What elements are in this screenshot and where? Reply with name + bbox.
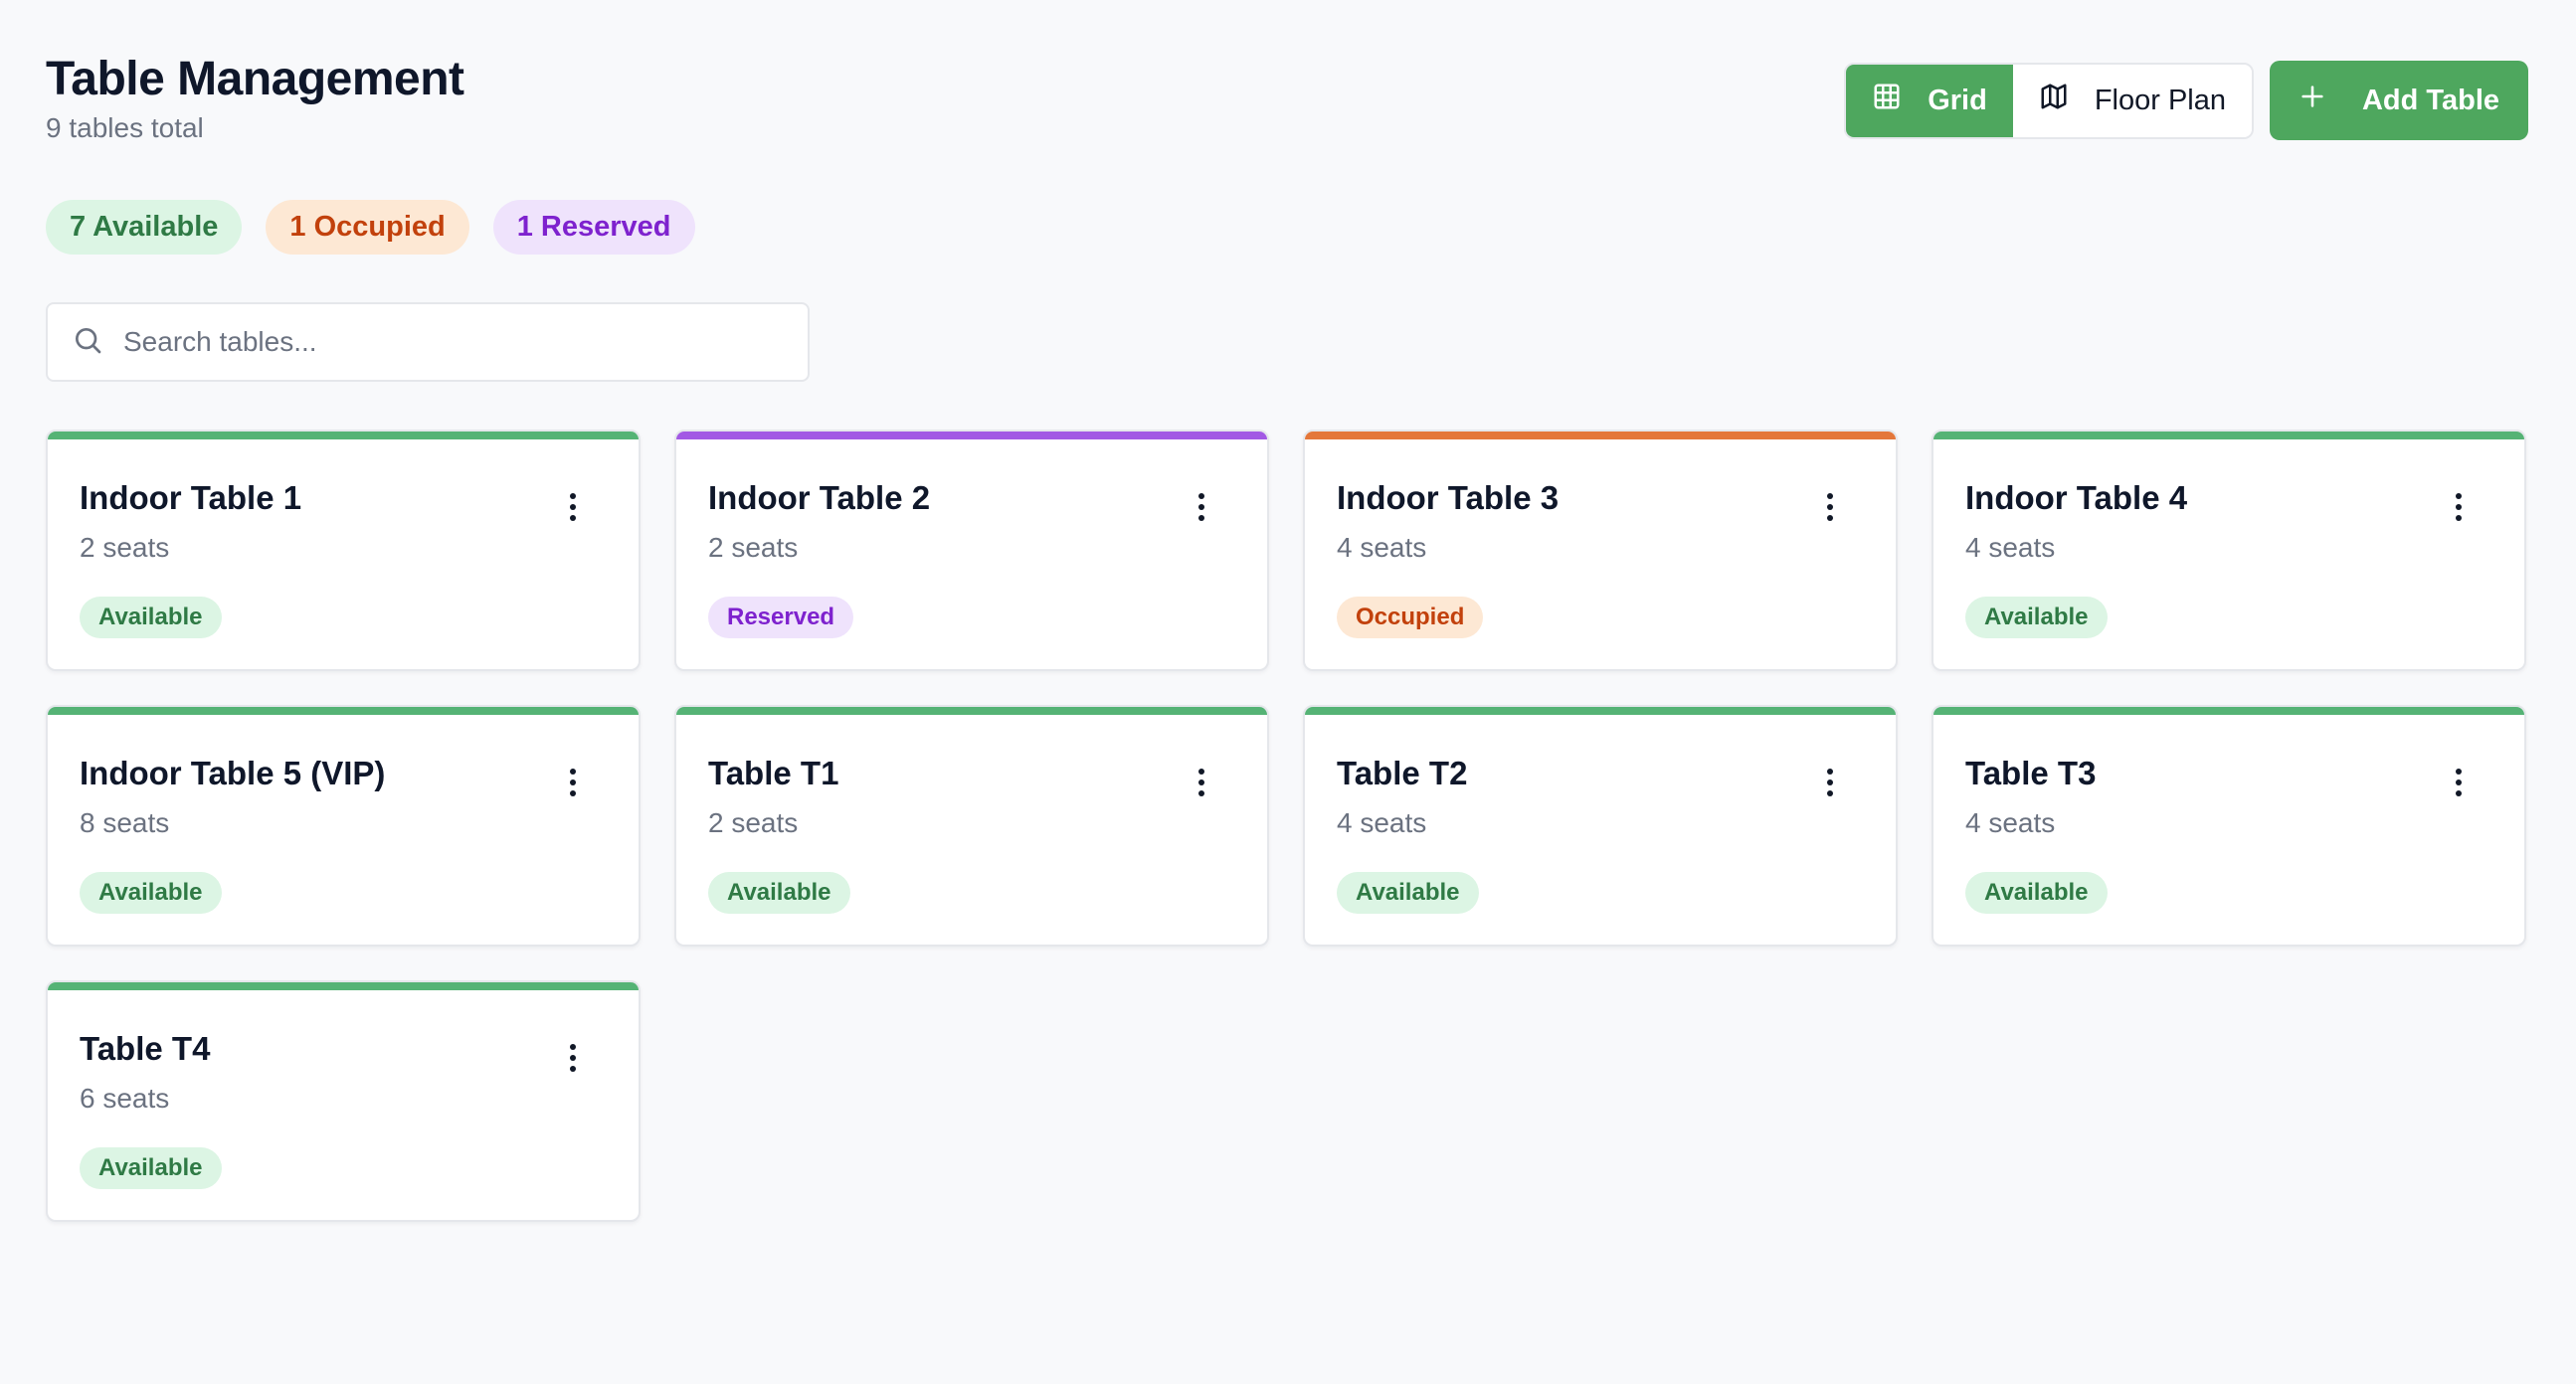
reserved-count-badge: 1 Reserved	[492, 200, 695, 255]
status-badge: Available	[80, 1147, 222, 1189]
search-icon	[72, 324, 103, 361]
table-seats: 6 seats	[80, 1083, 170, 1114]
table-name: Table T3	[1965, 755, 2097, 791]
status-badge: Available	[80, 597, 222, 638]
search-box	[46, 302, 810, 382]
toolbar: Grid Floor Plan Add Ta	[1844, 61, 2528, 140]
status-badge: Occupied	[1337, 597, 1484, 638]
more-options-icon[interactable]	[1192, 765, 1211, 800]
status-bar	[1933, 432, 2524, 439]
table-name: Indoor Table 3	[1337, 479, 1560, 516]
available-count-badge: 7 Available	[46, 200, 243, 255]
table-card[interactable]: Table T4 6 seats Available	[46, 980, 641, 1222]
table-name: Table T4	[80, 1030, 211, 1067]
more-options-icon[interactable]	[563, 1040, 583, 1076]
table-name: Table T2	[1337, 755, 1468, 791]
more-options-icon[interactable]	[1820, 489, 1840, 525]
table-card[interactable]: Table T3 4 seats Available	[1932, 705, 2526, 947]
status-bar	[676, 707, 1267, 715]
more-options-icon[interactable]	[2449, 489, 2469, 525]
status-bar	[1305, 707, 1896, 715]
status-bar	[48, 432, 639, 439]
add-table-button[interactable]: Add Table	[2270, 61, 2528, 140]
status-bar	[1305, 432, 1896, 439]
table-name: Indoor Table 5 (VIP)	[80, 755, 386, 791]
more-options-icon[interactable]	[563, 765, 583, 800]
status-badge: Available	[1965, 597, 2108, 638]
grid-icon	[1872, 82, 1902, 119]
floor-plan-view-button[interactable]: Floor Plan	[2012, 64, 2252, 137]
search-input[interactable]	[123, 326, 760, 358]
table-card[interactable]: Indoor Table 1 2 seats Available	[46, 430, 641, 671]
table-seats: 8 seats	[80, 807, 170, 838]
grid-view-button[interactable]: Grid	[1846, 64, 2013, 137]
occupied-count-badge: 1 Occupied	[266, 200, 469, 255]
status-bar	[676, 432, 1267, 439]
status-badge: Available	[1965, 872, 2108, 914]
status-badge: Reserved	[708, 597, 854, 638]
table-seats: 4 seats	[1337, 532, 1427, 563]
table-count: 9 tables total	[46, 112, 204, 143]
page-header: Table Management 9 tables total	[46, 52, 464, 145]
table-seats: 2 seats	[708, 532, 799, 563]
more-options-icon[interactable]	[2449, 765, 2469, 800]
table-card[interactable]: Indoor Table 2 2 seats Reserved	[674, 430, 1269, 671]
more-options-icon[interactable]	[563, 489, 583, 525]
table-name: Indoor Table 2	[708, 479, 931, 516]
page-title: Table Management	[46, 53, 464, 105]
table-seats: 2 seats	[708, 807, 799, 838]
status-summary: 7 Available 1 Occupied 1 Reserved	[46, 200, 695, 255]
grid-view-label: Grid	[1928, 84, 1987, 116]
table-seats: 2 seats	[80, 532, 170, 563]
status-bar	[48, 982, 639, 990]
view-toggle: Grid Floor Plan	[1844, 62, 2254, 139]
add-table-label: Add Table	[2361, 84, 2500, 116]
table-card[interactable]: Indoor Table 5 (VIP) 8 seats Available	[46, 705, 641, 947]
map-icon	[2039, 82, 2069, 119]
status-badge: Available	[80, 872, 222, 914]
table-name: Table T1	[708, 755, 839, 791]
table-seats: 4 seats	[1337, 807, 1427, 838]
table-name: Indoor Table 4	[1965, 479, 2188, 516]
status-bar	[1933, 707, 2524, 715]
table-card[interactable]: Indoor Table 3 4 seats Occupied	[1303, 430, 1898, 671]
table-seats: 4 seats	[1965, 532, 2056, 563]
table-card[interactable]: Table T2 4 seats Available	[1303, 705, 1898, 947]
table-card[interactable]: Table T1 2 seats Available	[674, 705, 1269, 947]
plus-icon	[2299, 83, 2326, 118]
floor-plan-label: Floor Plan	[2094, 84, 2226, 116]
table-grid: Indoor Table 1 2 seats Available Indoor …	[46, 430, 2526, 1222]
table-card[interactable]: Indoor Table 4 4 seats Available	[1932, 430, 2526, 671]
status-badge: Available	[708, 872, 850, 914]
more-options-icon[interactable]	[1192, 489, 1211, 525]
status-bar	[48, 707, 639, 715]
table-seats: 4 seats	[1965, 807, 2056, 838]
more-options-icon[interactable]	[1820, 765, 1840, 800]
status-badge: Available	[1337, 872, 1479, 914]
table-name: Indoor Table 1	[80, 479, 302, 516]
